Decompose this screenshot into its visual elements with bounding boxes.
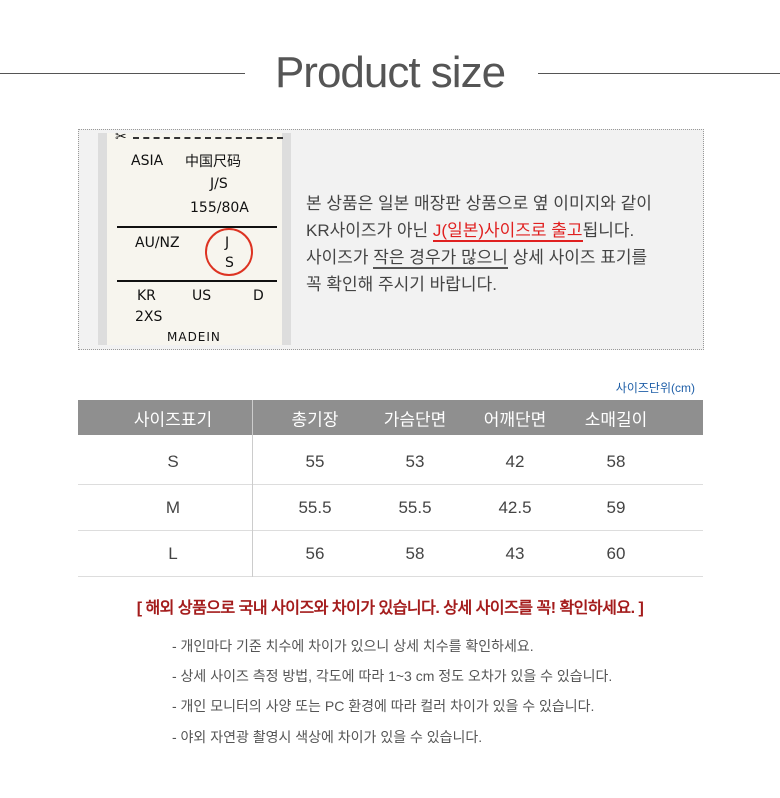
tag-kr: KR — [137, 288, 156, 304]
desc-line: KR사이즈가 아닌 J(일본)사이즈로 출고됩니다. — [306, 217, 706, 244]
tag-divider — [117, 280, 277, 282]
table-cell: 42 — [505, 451, 525, 471]
table-cell: 55.5 — [398, 497, 432, 517]
page-title: Product size — [274, 48, 506, 97]
size-table-header: 사이즈표기 총기장 가슴단면 어깨단면 소매길이 — [78, 400, 703, 435]
scissors-icon: ✂ — [115, 129, 127, 145]
desc-text: 됩니다. — [582, 221, 635, 240]
desc-line: 꼭 확인해 주시기 바랍니다. — [306, 275, 497, 294]
tag-cn: 中国尺码 — [185, 154, 241, 170]
table-cell: 55.5 — [298, 497, 332, 517]
desc-underline: 작은 경우가 많으니 — [373, 248, 508, 269]
note-item: - 야외 자연광 촬영시 색상에 차이가 있을 수 있습니다. — [172, 729, 483, 745]
desc-text: KR사이즈가 아닌 — [306, 221, 433, 240]
header-cell: 사이즈표기 — [133, 410, 213, 429]
tag-js: J/S — [210, 176, 228, 192]
header-cell: 가슴단면 — [383, 410, 447, 429]
table-cell: S — [167, 451, 179, 471]
highlight-circle — [205, 228, 253, 276]
tag-us: US — [192, 288, 212, 304]
header-cell: 어깨단면 — [483, 410, 547, 429]
title-rule-right — [538, 73, 780, 74]
header-cell: 소매길이 — [584, 410, 648, 429]
column-divider — [252, 400, 253, 577]
cut-line — [133, 137, 283, 139]
table-cell: 58 — [405, 543, 425, 563]
table-cell: 42.5 — [498, 497, 532, 517]
note-item: - 개인 모니터의 사양 또는 PC 환경에 따라 컬러 차이가 있을 수 있습… — [172, 698, 595, 714]
table-cell: L — [168, 543, 178, 563]
tag-made: MADEIN — [167, 330, 221, 344]
warning-text: [ 해외 상품으로 국내 사이즈와 차이가 있습니다. 상세 사이즈를 꼭! 확… — [136, 600, 644, 617]
table-cell: 55 — [305, 451, 325, 471]
table-cell: 60 — [606, 543, 626, 563]
note-item: - 개인마다 기준 치수에 차이가 있으니 상세 치수를 확인하세요. — [172, 638, 534, 654]
table-row: M 55.5 55.5 42.5 59 — [78, 485, 703, 531]
tag-krsize: 2XS — [135, 309, 163, 325]
tag-asia: ASIA — [131, 153, 164, 169]
tag-aunz: AU/NZ — [135, 235, 180, 251]
tag-d: D — [253, 288, 264, 304]
desc-text: 사이즈가 — [306, 248, 374, 267]
table-cell: 43 — [505, 543, 525, 563]
table-cell: M — [165, 497, 181, 517]
table-cell: 59 — [606, 497, 626, 517]
table-cell: 53 — [405, 451, 425, 471]
desc-text: 상세 사이즈 표기를 — [507, 248, 648, 267]
table-row: L 56 58 43 60 — [78, 531, 703, 577]
desc-line: 본 상품은 일본 매장판 상품으로 옆 이미지와 같이 — [306, 194, 652, 213]
size-description: 본 상품은 일본 매장판 상품으로 옆 이미지와 같이 KR사이즈가 아닌 J(… — [306, 190, 706, 298]
desc-highlight: J(일본)사이즈로 출고 — [432, 221, 583, 242]
table-cell: 58 — [606, 451, 626, 471]
size-unit-label: 사이즈단위(cm) — [615, 381, 695, 395]
table-cell: 56 — [305, 543, 325, 563]
desc-line: 사이즈가 작은 경우가 많으니 상세 사이즈 표기를 — [306, 244, 706, 271]
note-item: - 상세 사이즈 측정 방법, 각도에 따라 1~3 cm 정도 오차가 있을 … — [172, 668, 613, 684]
table-row: S 55 53 42 58 — [78, 439, 703, 485]
tag-num: 155/80A — [190, 200, 249, 216]
title-rule-left — [0, 73, 245, 74]
header-cell: 총기장 — [291, 410, 339, 429]
size-tag-image: ✂ ASIA 中国尺码 J/S 155/80A AU/NZ J S KR US … — [98, 129, 291, 345]
tag-divider — [117, 226, 277, 228]
